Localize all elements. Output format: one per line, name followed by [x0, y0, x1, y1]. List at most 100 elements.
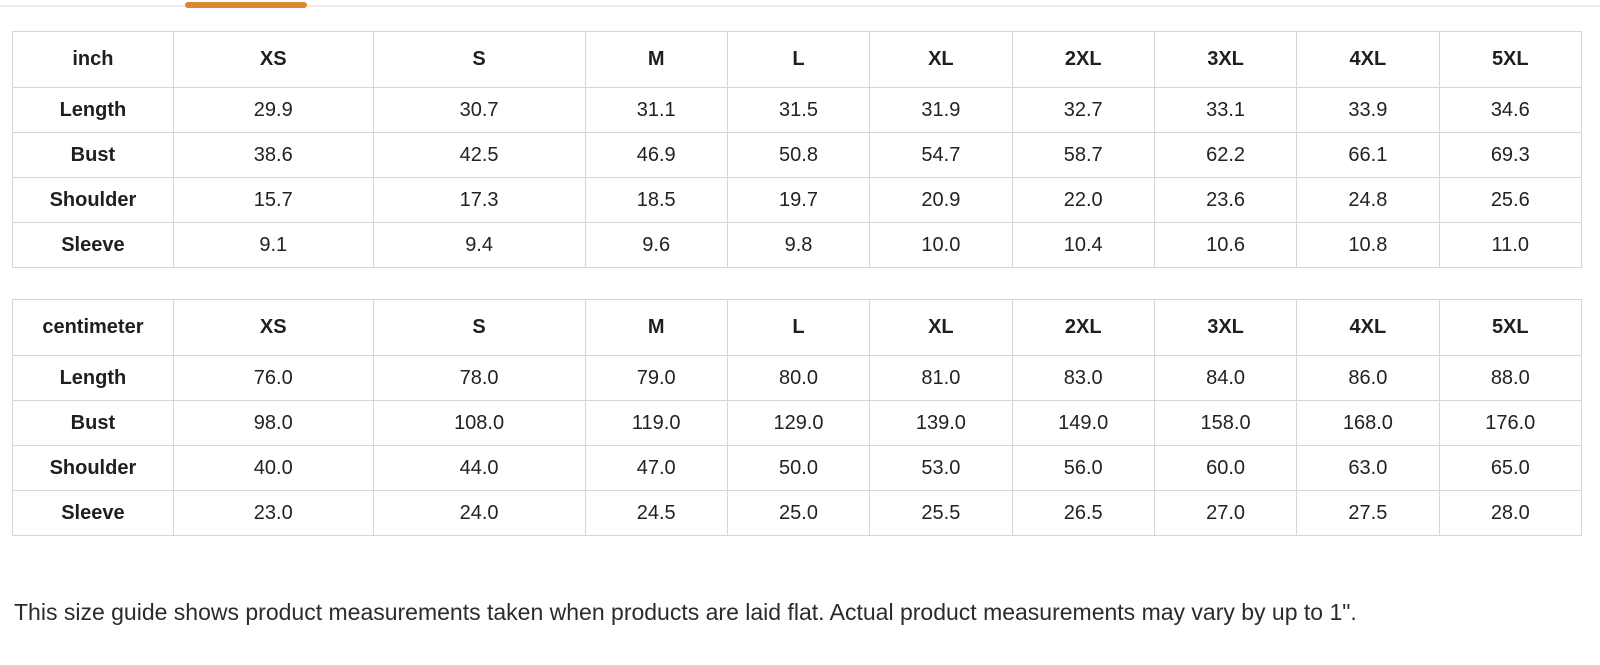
size-value: 20.9	[869, 177, 1013, 223]
table-row: Shoulder 40.0 44.0 47.0 50.0 53.0 56.0 6…	[12, 445, 1583, 491]
size-col-header: 2XL	[1011, 31, 1155, 88]
unit-header: inch	[12, 31, 174, 88]
size-value: 56.0	[1011, 445, 1155, 491]
size-value: 60.0	[1153, 445, 1298, 491]
size-value: 22.0	[1011, 177, 1155, 223]
size-value: 27.0	[1153, 490, 1298, 536]
size-col-header: 2XL	[1011, 299, 1155, 356]
size-value: 98.0	[172, 400, 374, 446]
size-value: 149.0	[1011, 400, 1155, 446]
size-value: 53.0	[869, 445, 1013, 491]
size-guide-panel: inch XS S M L XL 2XL 3XL 4XL 5XL Length …	[0, 31, 1600, 627]
size-value: 80.0	[726, 355, 871, 401]
size-value: 10.8	[1296, 222, 1440, 268]
size-value: 76.0	[172, 355, 374, 401]
size-value: 79.0	[584, 355, 728, 401]
size-value: 25.6	[1438, 177, 1583, 223]
size-value: 31.9	[869, 87, 1013, 133]
size-value: 46.9	[584, 132, 728, 178]
size-guide-note: This size guide shows product measuremen…	[14, 599, 1357, 625]
size-value: 32.7	[1011, 87, 1155, 133]
size-col-header: XL	[869, 31, 1013, 88]
size-col-header: 4XL	[1296, 31, 1440, 88]
row-label: Shoulder	[12, 177, 174, 223]
size-value: 10.6	[1153, 222, 1298, 268]
size-col-header: 5XL	[1438, 31, 1583, 88]
size-value: 54.7	[869, 132, 1013, 178]
table-row: Length 29.9 30.7 31.1 31.5 31.9 32.7 33.…	[12, 87, 1583, 133]
size-value: 23.6	[1153, 177, 1298, 223]
size-value: 9.6	[584, 222, 728, 268]
size-value: 24.5	[584, 490, 728, 536]
size-value: 86.0	[1296, 355, 1440, 401]
size-value: 65.0	[1438, 445, 1583, 491]
size-value: 47.0	[584, 445, 728, 491]
row-label: Bust	[12, 132, 174, 178]
table-row: Length 76.0 78.0 79.0 80.0 81.0 83.0 84.…	[12, 355, 1583, 401]
size-col-header: 3XL	[1153, 299, 1298, 356]
size-table-centimeter: centimeter XS S M L XL 2XL 3XL 4XL 5XL L…	[12, 299, 1583, 536]
size-value: 29.9	[172, 87, 374, 133]
size-col-header: 5XL	[1438, 299, 1583, 356]
size-value: 33.9	[1296, 87, 1440, 133]
size-value: 25.0	[726, 490, 871, 536]
table-row: Shoulder 15.7 17.3 18.5 19.7 20.9 22.0 2…	[12, 177, 1583, 223]
size-value: 24.8	[1296, 177, 1440, 223]
size-value: 11.0	[1438, 222, 1583, 268]
size-value: 10.4	[1011, 222, 1155, 268]
size-value: 158.0	[1153, 400, 1298, 446]
size-value: 81.0	[869, 355, 1013, 401]
size-value: 10.0	[869, 222, 1013, 268]
size-value: 108.0	[372, 400, 586, 446]
size-col-header: 4XL	[1296, 299, 1440, 356]
row-label: Length	[12, 87, 174, 133]
size-value: 58.7	[1011, 132, 1155, 178]
size-col-header: M	[584, 299, 728, 356]
size-value: 63.0	[1296, 445, 1440, 491]
size-value: 9.1	[172, 222, 374, 268]
size-value: 62.2	[1153, 132, 1298, 178]
table-row: Sleeve 23.0 24.0 24.5 25.0 25.5 26.5 27.…	[12, 490, 1583, 536]
size-col-header: XS	[172, 31, 374, 88]
size-value: 30.7	[372, 87, 586, 133]
table-row: Bust 98.0 108.0 119.0 129.0 139.0 149.0 …	[12, 400, 1583, 446]
table-row: Sleeve 9.1 9.4 9.6 9.8 10.0 10.4 10.6 10…	[12, 222, 1583, 268]
size-col-header: S	[372, 299, 586, 356]
size-value: 38.6	[172, 132, 374, 178]
size-value: 84.0	[1153, 355, 1298, 401]
size-value: 88.0	[1438, 355, 1583, 401]
size-value: 27.5	[1296, 490, 1440, 536]
size-value: 66.1	[1296, 132, 1440, 178]
row-label: Length	[12, 355, 174, 401]
size-value: 23.0	[172, 490, 374, 536]
size-table-inch: inch XS S M L XL 2XL 3XL 4XL 5XL Length …	[12, 31, 1583, 268]
size-value: 25.5	[869, 490, 1013, 536]
size-value: 9.4	[372, 222, 586, 268]
size-value: 17.3	[372, 177, 586, 223]
row-label: Bust	[12, 400, 174, 446]
size-value: 139.0	[869, 400, 1013, 446]
size-col-header: M	[584, 31, 728, 88]
row-label: Shoulder	[12, 445, 174, 491]
size-value: 44.0	[372, 445, 586, 491]
size-value: 31.5	[726, 87, 871, 133]
size-value: 18.5	[584, 177, 728, 223]
table-row: Bust 38.6 42.5 46.9 50.8 54.7 58.7 62.2 …	[12, 132, 1583, 178]
size-value: 26.5	[1011, 490, 1155, 536]
size-col-header: L	[726, 31, 871, 88]
row-label: Sleeve	[12, 222, 174, 268]
size-col-header: XS	[172, 299, 374, 356]
size-value: 28.0	[1438, 490, 1583, 536]
row-label: Sleeve	[12, 490, 174, 536]
size-col-header: L	[726, 299, 871, 356]
size-value: 78.0	[372, 355, 586, 401]
size-value: 9.8	[726, 222, 871, 268]
size-value: 69.3	[1438, 132, 1583, 178]
size-value: 33.1	[1153, 87, 1298, 133]
size-value: 50.0	[726, 445, 871, 491]
size-value: 50.8	[726, 132, 871, 178]
size-col-header: 3XL	[1153, 31, 1298, 88]
unit-header: centimeter	[12, 299, 174, 356]
header-row: inch XS S M L XL 2XL 3XL 4XL 5XL	[12, 31, 1583, 88]
size-value: 83.0	[1011, 355, 1155, 401]
